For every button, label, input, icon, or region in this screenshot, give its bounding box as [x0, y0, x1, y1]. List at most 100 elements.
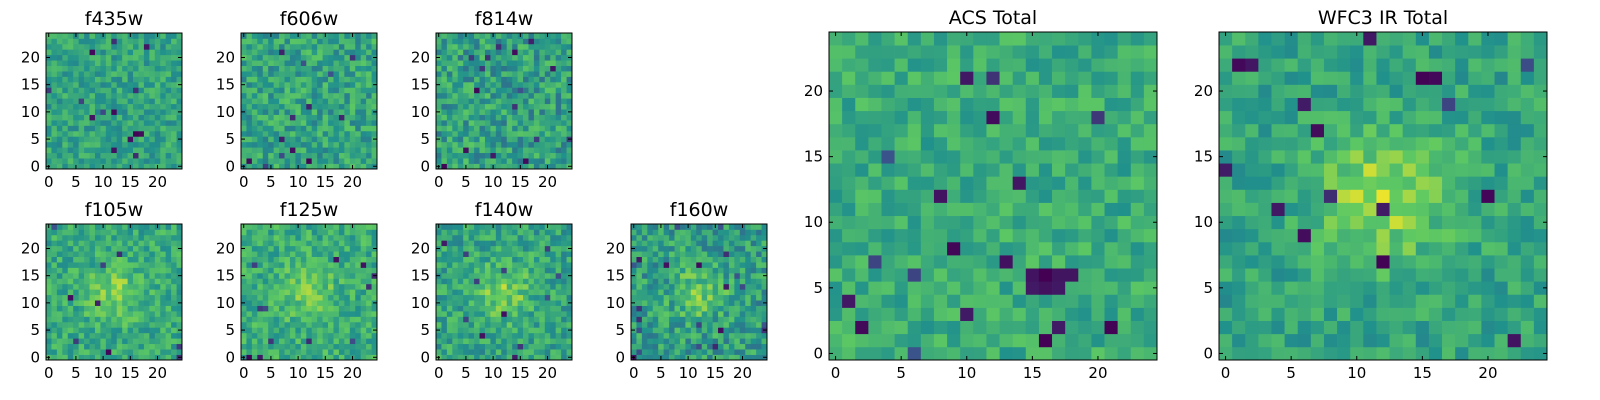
heatmap-cell	[658, 311, 664, 317]
heatmap-cell	[73, 120, 79, 126]
heatmap-cell	[84, 289, 90, 296]
heatmap-cell	[701, 311, 708, 317]
heatmap-cell	[506, 33, 513, 39]
heatmap-cell	[176, 234, 183, 241]
heatmap-cell	[718, 251, 724, 257]
heatmap-cell	[295, 332, 302, 339]
heatmap-cell	[506, 311, 513, 317]
heatmap-cell	[490, 60, 497, 66]
heatmap-cell	[257, 147, 264, 154]
heatmap-cell	[868, 307, 882, 321]
heatmap-cell	[566, 224, 573, 230]
heatmap-cell	[658, 349, 664, 355]
heatmap-cell	[920, 176, 935, 190]
heatmap-cell	[501, 43, 508, 50]
heatmap-cell	[561, 114, 567, 121]
heatmap-cell	[973, 255, 987, 269]
heatmap-cell	[100, 300, 107, 306]
heatmap-cell	[728, 224, 735, 230]
heatmap-cell	[506, 38, 513, 45]
heatmap-cell	[160, 43, 167, 50]
heatmap-cell	[333, 338, 340, 345]
heatmap-cell	[328, 152, 334, 159]
heatmap-cell	[555, 305, 562, 312]
heatmap-cell	[685, 294, 692, 301]
heatmap-cell	[452, 283, 459, 290]
heatmap-cell	[1025, 255, 1040, 269]
heatmap-cell	[371, 332, 378, 339]
heatmap-cell	[246, 38, 253, 45]
heatmap-cell	[51, 71, 58, 77]
heatmap-cell	[674, 311, 681, 317]
heatmap-cell	[273, 300, 280, 306]
heatmap-cell	[495, 316, 502, 323]
heatmap-cell	[495, 147, 502, 154]
heatmap-cell	[371, 224, 378, 230]
heatmap-cell	[855, 281, 869, 295]
heatmap-cell	[311, 76, 318, 83]
heatmap-cell	[550, 311, 557, 317]
heatmap-cell	[100, 87, 107, 94]
heatmap-cell	[728, 305, 735, 312]
heatmap-cell	[349, 311, 356, 317]
heatmap-cell	[457, 283, 464, 290]
heatmap-cell	[484, 158, 491, 164]
heatmap-cell	[745, 251, 752, 257]
heatmap-cell	[533, 33, 540, 39]
heatmap-cell	[712, 272, 719, 279]
heatmap-cell	[555, 130, 562, 137]
heatmap-cell	[160, 76, 167, 83]
heatmap-cell	[441, 92, 448, 99]
heatmap-cell	[533, 152, 540, 159]
heatmap-cell	[1025, 241, 1040, 256]
heatmap-cell	[501, 152, 508, 159]
heatmap-cell	[143, 103, 150, 110]
heatmap-cell	[355, 163, 362, 170]
heatmap-cell	[89, 87, 96, 94]
heatmap-cell	[750, 327, 757, 334]
heatmap-cell	[463, 283, 469, 290]
heatmap-cell	[544, 305, 551, 312]
heatmap-cell	[512, 321, 518, 328]
heatmap-cell	[674, 229, 681, 236]
heatmap-cell	[495, 229, 502, 236]
heatmap-cell	[306, 278, 313, 285]
heatmap-cell	[84, 98, 90, 105]
heatmap-cell	[756, 316, 762, 323]
heatmap-cell	[56, 305, 63, 312]
heatmap-cell	[160, 158, 167, 164]
heatmap-cell	[143, 294, 150, 301]
heatmap-cell	[641, 267, 648, 274]
heatmap-cell	[51, 141, 58, 148]
heatmap-cell	[149, 98, 156, 105]
heatmap-cell	[636, 311, 643, 317]
heatmap-cell	[539, 103, 546, 110]
heatmap-cell	[295, 240, 302, 247]
heatmap-cell	[311, 43, 318, 50]
heatmap-cell	[176, 256, 183, 263]
heatmap-cell	[723, 321, 730, 328]
heatmap-cell	[133, 114, 139, 121]
heatmap-cell	[539, 43, 546, 50]
heatmap-cell	[154, 316, 161, 323]
heatmap-cell	[84, 262, 90, 268]
heatmap-cell	[512, 316, 518, 323]
heatmap-cell	[1012, 202, 1027, 217]
heatmap-cell	[89, 114, 96, 121]
heatmap-cell	[311, 311, 318, 317]
heatmap-cell	[349, 234, 356, 241]
heatmap-cell	[127, 311, 134, 317]
heatmap-cell	[262, 272, 269, 279]
heatmap-cell	[371, 141, 378, 148]
heatmap-cell	[273, 65, 280, 72]
heatmap-cell	[479, 240, 486, 247]
heatmap-cell	[338, 163, 345, 170]
heatmap-cell	[728, 294, 735, 301]
heatmap-cell	[279, 240, 285, 247]
heatmap-cell	[446, 300, 453, 306]
heatmap-cell	[160, 125, 167, 132]
heatmap-cell	[947, 215, 961, 230]
heatmap-cell	[133, 65, 139, 72]
heatmap-cell	[474, 92, 480, 99]
heatmap-cell	[750, 224, 757, 230]
